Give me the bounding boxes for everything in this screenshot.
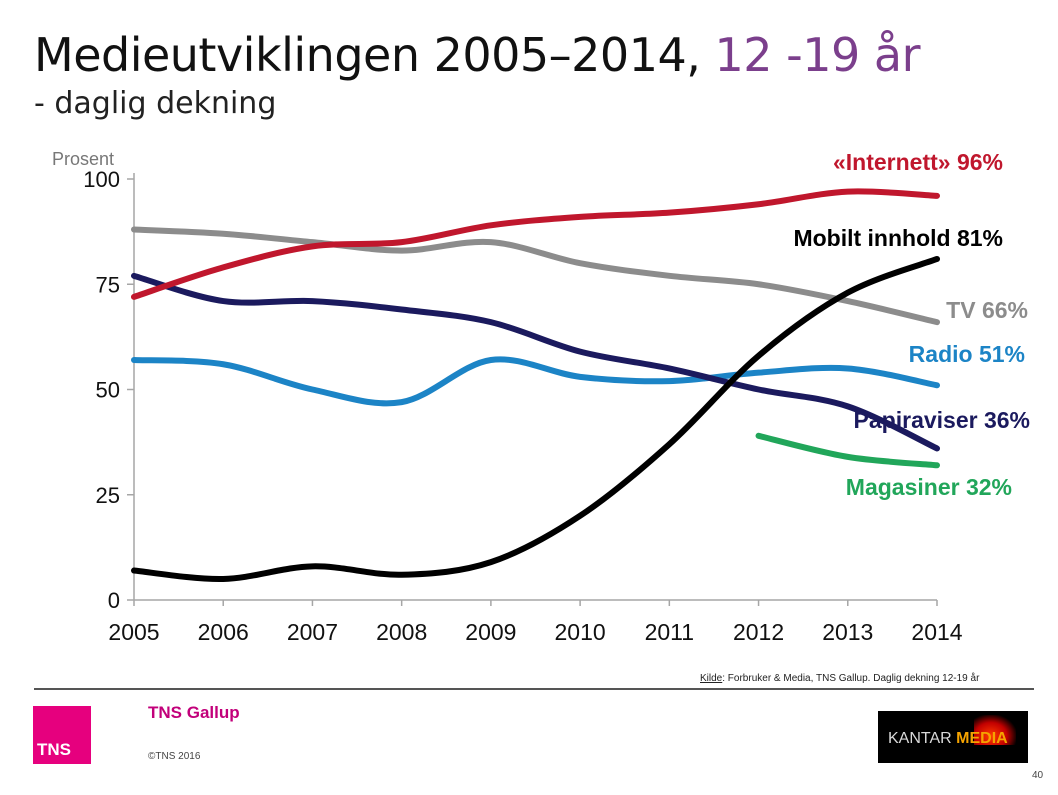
- x-tick-label: 2005: [108, 619, 159, 645]
- y-tick-label: 0: [108, 588, 120, 613]
- series-line-6: [755, 432, 940, 469]
- chart-axes: 0 25 50 75 100 2005 2006 2007 2008 2009 2010 2011 20…: [52, 149, 963, 645]
- page-subtitle: - daglig dekning: [34, 86, 277, 121]
- tns-logo: TNS: [33, 706, 91, 764]
- source-text: : Forbruker & Media, TNS Gallup. Daglig …: [722, 673, 980, 684]
- chart-series: [131, 188, 940, 582]
- copyright-text: ©TNS 2016: [148, 751, 201, 762]
- kantar-media-logo: KANTAR MEDIA: [878, 711, 1028, 763]
- series-label-4: Radio 51%: [909, 341, 1025, 367]
- source-prefix: Kilde: [700, 673, 723, 684]
- x-tick-label: 2011: [645, 619, 694, 645]
- series-line-3: [131, 226, 940, 326]
- series-label-6: Magasiner 32%: [846, 474, 1012, 500]
- series-line-1: [131, 188, 940, 300]
- series-label-2: Mobilt innhold 81%: [793, 225, 1003, 251]
- series-line-5: [131, 272, 940, 452]
- title-main: Medieutviklingen 2005–2014,: [34, 28, 701, 82]
- x-tick-label: 2008: [376, 619, 427, 645]
- y-tick-label: 75: [96, 272, 120, 297]
- series-label-3: TV 66%: [946, 297, 1028, 323]
- x-tick-label: 2014: [911, 619, 962, 645]
- series-label-1: «Internett» 96%: [833, 149, 1003, 175]
- title-accent: 12 -19 år: [714, 28, 920, 82]
- y-tick-label: 100: [83, 167, 120, 192]
- tns-gallup-label: TNS Gallup: [148, 703, 240, 722]
- series-line-2: [131, 255, 940, 582]
- kantar-logo-text: KANTAR MEDIA: [888, 730, 1008, 747]
- footer-divider: [34, 688, 1034, 690]
- y-axis-label: Prosent: [52, 149, 114, 169]
- series-line-4: [131, 356, 940, 407]
- x-tick-label: 2010: [555, 619, 606, 645]
- source-note: Kilde: Forbruker & Media, TNS Gallup. Da…: [700, 673, 979, 684]
- page-number: 40: [1032, 770, 1044, 781]
- x-tick-label: 2013: [822, 619, 873, 645]
- y-tick-label: 25: [96, 483, 120, 508]
- x-tick-label: 2006: [198, 619, 249, 645]
- y-tick-label: 50: [96, 378, 120, 403]
- x-tick-label: 2012: [733, 619, 784, 645]
- page-title: Medieutviklingen 2005–2014, 12 -19 år: [34, 28, 920, 82]
- flame-icon: [974, 715, 1016, 745]
- series-label-5: Papiraviser 36%: [854, 407, 1030, 433]
- chart-series-labels: «Internett» 96% Mobilt innhold 81% TV 66% R…: [793, 149, 1030, 500]
- x-tick-label: 2009: [465, 619, 516, 645]
- tns-logo-text: TNS: [37, 740, 71, 759]
- x-tick-label: 2007: [287, 619, 338, 645]
- line-chart: 0 25 50 75 100 2005 2006 2007 2008 2009 2010 2011 20…: [52, 149, 1030, 645]
